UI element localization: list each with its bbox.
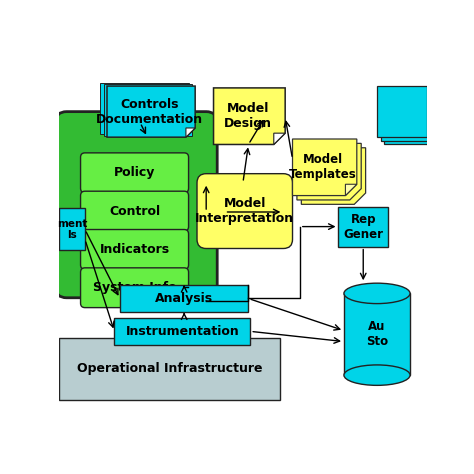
Polygon shape <box>274 133 285 145</box>
Text: ment
ls: ment ls <box>57 219 87 240</box>
FancyBboxPatch shape <box>81 153 189 192</box>
Polygon shape <box>292 139 357 196</box>
Text: Analysis: Analysis <box>155 292 213 305</box>
Bar <box>338 207 388 246</box>
Ellipse shape <box>344 283 410 304</box>
Bar <box>59 209 85 250</box>
Polygon shape <box>301 148 365 204</box>
Bar <box>377 86 427 137</box>
Text: Indicators: Indicators <box>100 243 170 256</box>
Bar <box>344 293 410 375</box>
Bar <box>59 338 280 400</box>
Polygon shape <box>186 128 195 137</box>
Bar <box>120 285 248 312</box>
Bar <box>381 90 430 141</box>
Bar <box>384 93 434 145</box>
FancyBboxPatch shape <box>81 191 189 231</box>
Bar <box>100 83 189 134</box>
Text: Controls
Documentation: Controls Documentation <box>96 98 203 126</box>
Text: Policy: Policy <box>114 166 155 179</box>
Bar <box>114 318 250 345</box>
Polygon shape <box>346 184 357 196</box>
Text: Operational Infrastructure: Operational Infrastructure <box>77 363 262 375</box>
FancyBboxPatch shape <box>197 173 292 248</box>
Text: Instrumentation: Instrumentation <box>126 325 239 338</box>
Polygon shape <box>213 88 285 145</box>
Polygon shape <box>107 86 195 137</box>
Text: Model
Design: Model Design <box>224 102 272 130</box>
FancyBboxPatch shape <box>81 268 189 308</box>
Ellipse shape <box>344 365 410 385</box>
Text: Control: Control <box>109 205 160 218</box>
FancyBboxPatch shape <box>55 112 217 298</box>
Polygon shape <box>297 143 361 200</box>
Text: System Info: System Info <box>93 281 176 294</box>
FancyBboxPatch shape <box>81 229 189 269</box>
Bar <box>104 84 192 136</box>
Text: Model
Interpretation: Model Interpretation <box>195 197 294 225</box>
Text: Au
Sto: Au Sto <box>366 320 388 348</box>
Text: Model
Templates: Model Templates <box>289 153 357 181</box>
Text: Rep
Gener: Rep Gener <box>343 213 383 241</box>
